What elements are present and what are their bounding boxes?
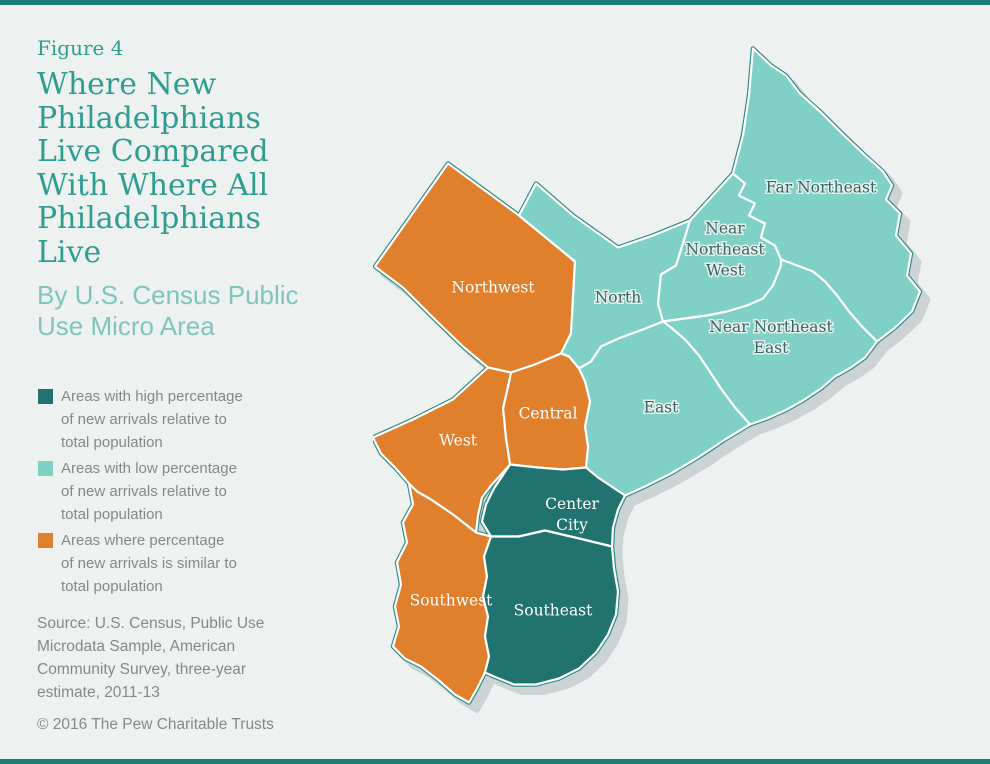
figure-label: Figure 4	[37, 36, 124, 60]
text-line: Community Survey, three-year	[37, 661, 247, 678]
page-subtitle: By U.S. Census Public Use Micro Area	[37, 280, 352, 342]
source-note: Source: U.S. Census, Public Use Microdata…	[37, 612, 352, 704]
copyright-note: © 2016 The Pew Charitable Trusts	[37, 716, 274, 733]
region-label-near-northeast-east: East	[754, 339, 790, 357]
region-label-north: North	[595, 289, 642, 307]
region-label-far-northeast: Far Northeast	[766, 179, 877, 197]
legend-label: Areas with low percentage of new arrivals…	[61, 460, 237, 523]
legend-item-high: Areas with high percentage of new arrival…	[37, 385, 352, 454]
text-line: Use Micro Area	[37, 311, 215, 341]
region-label-near-northeast-west: Near	[705, 220, 745, 238]
legend: Areas with high percentage of new arrival…	[37, 385, 352, 598]
map-svg: Northwest North Near Northeast West Far North…	[370, 46, 931, 713]
text-line: Live	[37, 234, 102, 270]
text-line: By U.S. Census Public	[37, 280, 299, 310]
text-line: Microdata Sample, American	[37, 638, 236, 655]
region-label-center-city: City	[556, 516, 588, 534]
legend-label: Areas with high percentage of new arrival…	[61, 388, 243, 451]
region-label-near-northeast-west: West	[706, 262, 745, 280]
text-line: Philadelphians	[37, 201, 261, 236]
text-line: Philadelphians	[37, 100, 261, 136]
legend-swatch-high-icon	[38, 389, 53, 404]
region-label-southwest: Southwest	[410, 592, 494, 610]
text-line: Source: U.S. Census, Public Use	[37, 615, 265, 632]
philadelphia-puma-map: Northwest North Near Northeast West Far North…	[370, 12, 973, 749]
region-label-near-northeast-east: Near Northeast	[709, 318, 833, 336]
text-line: With Where All	[37, 167, 269, 203]
legend-swatch-similar-icon	[38, 533, 53, 548]
left-column: Figure 4 Where New Philadelphians Live Com…	[37, 36, 352, 736]
region-label-center-city: Center	[545, 495, 599, 513]
legend-swatch-low-icon	[38, 461, 53, 476]
text-line: Where New	[37, 67, 217, 102]
text-line: estimate, 2011-13	[37, 684, 160, 701]
region-label-near-northeast-west: Northeast	[685, 241, 765, 259]
region-southwest	[391, 482, 493, 704]
region-label-central: Central	[519, 405, 578, 423]
region-label-east: East	[644, 399, 680, 417]
top-rule	[0, 0, 990, 5]
bottom-rule	[0, 759, 990, 764]
legend-label: Areas where percentage of new arrivals is…	[61, 532, 237, 595]
region-label-west: West	[439, 432, 478, 450]
legend-item-low: Areas with low percentage of new arrivals…	[37, 457, 352, 526]
region-label-northwest: Northwest	[451, 279, 535, 297]
page-title: Where New Philadelphians Live Compared With…	[37, 68, 352, 269]
region-label-southeast: Southeast	[514, 602, 594, 620]
legend-item-similar: Areas where percentage of new arrivals is…	[37, 529, 352, 598]
text-line: Live Compared	[37, 134, 269, 169]
region-southeast	[481, 529, 620, 686]
